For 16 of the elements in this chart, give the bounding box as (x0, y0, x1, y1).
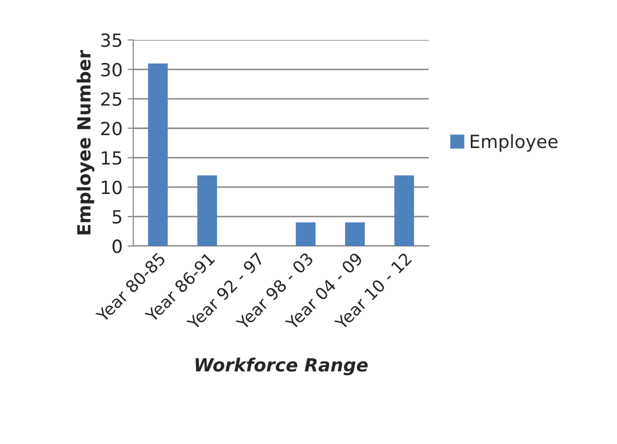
bar (197, 175, 218, 246)
y-tick-label: 20 (101, 122, 122, 136)
bar (345, 222, 365, 246)
y-axis-title: Employee Number (76, 50, 94, 234)
bar (296, 222, 316, 246)
y-tick-label: 35 (101, 33, 122, 48)
y-tick-label: 25 (101, 92, 122, 106)
y-tick-label: 5 (112, 210, 122, 224)
legend-label: Employee (470, 134, 558, 152)
y-tick-label: 30 (101, 62, 122, 77)
y-tick-label: 15 (102, 151, 122, 165)
bar (148, 64, 168, 246)
y-tick-label: 10 (102, 180, 122, 194)
bar (394, 175, 414, 246)
y-tick-label: 0 (112, 239, 122, 254)
x-axis-title: Workforce Range (196, 358, 368, 376)
